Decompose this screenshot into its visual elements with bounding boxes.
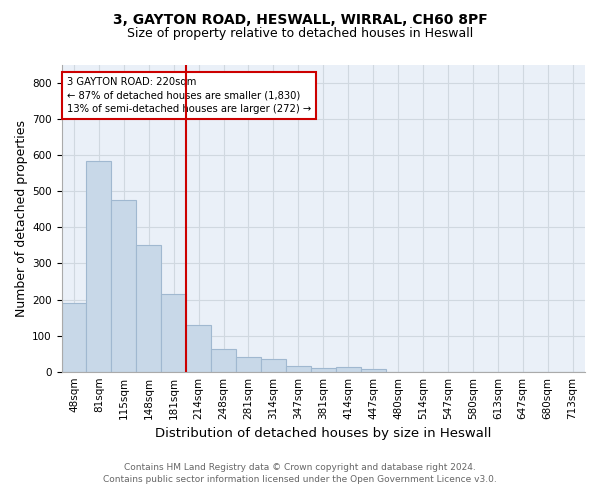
Text: Contains public sector information licensed under the Open Government Licence v3: Contains public sector information licen…: [103, 475, 497, 484]
Bar: [136, 246, 161, 372]
Text: Contains HM Land Registry data © Crown copyright and database right 2024.: Contains HM Land Registry data © Crown c…: [124, 464, 476, 472]
Bar: [336, 368, 361, 372]
Bar: [286, 366, 311, 372]
Bar: [161, 294, 186, 372]
Text: 3, GAYTON ROAD, HESWALL, WIRRAL, CH60 8PF: 3, GAYTON ROAD, HESWALL, WIRRAL, CH60 8P…: [113, 12, 487, 26]
Bar: [311, 368, 336, 372]
Bar: [112, 200, 136, 372]
Text: Size of property relative to detached houses in Heswall: Size of property relative to detached ho…: [127, 28, 473, 40]
Bar: [86, 160, 112, 372]
Bar: [62, 303, 86, 372]
Bar: [261, 359, 286, 372]
Bar: [186, 325, 211, 372]
Bar: [361, 369, 386, 372]
Text: 3 GAYTON ROAD: 220sqm
← 87% of detached houses are smaller (1,830)
13% of semi-d: 3 GAYTON ROAD: 220sqm ← 87% of detached …: [67, 78, 311, 114]
Bar: [211, 350, 236, 372]
Bar: [236, 356, 261, 372]
X-axis label: Distribution of detached houses by size in Heswall: Distribution of detached houses by size …: [155, 427, 491, 440]
Y-axis label: Number of detached properties: Number of detached properties: [15, 120, 28, 317]
